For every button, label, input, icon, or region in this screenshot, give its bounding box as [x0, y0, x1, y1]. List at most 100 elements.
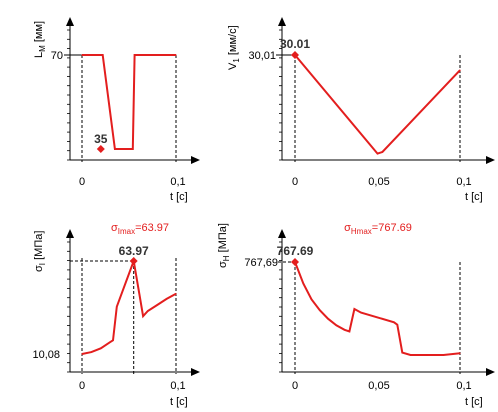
- data-point: [138, 293, 140, 295]
- data-point: [401, 352, 403, 354]
- data-point: [147, 310, 149, 312]
- data-point: [381, 151, 383, 153]
- peak-value-label: 30.01: [280, 37, 310, 51]
- data-point: [102, 54, 104, 56]
- data-point: [134, 54, 136, 56]
- data-point: [376, 153, 379, 155]
- data-point: [100, 347, 102, 349]
- y-axis-label: V1 [мм/с]: [227, 25, 241, 70]
- data-point: [319, 309, 321, 311]
- data-point: [396, 324, 398, 326]
- y-axis-arrow: [278, 229, 286, 238]
- y-tick-label: 30,01: [248, 50, 276, 62]
- data-point: [459, 352, 461, 354]
- data-point: [81, 353, 83, 355]
- data-point: [393, 321, 395, 323]
- data-point: [175, 54, 177, 56]
- y-minor-ticks: [67, 29, 70, 161]
- data-point: [310, 298, 313, 300]
- data-point: [166, 298, 168, 300]
- svg-text:σI [МПа]: σI [МПа]: [33, 231, 47, 272]
- data-point: [109, 341, 111, 343]
- y-axis-arrow: [66, 17, 74, 26]
- data-point: [81, 54, 83, 56]
- data-point: [142, 315, 144, 317]
- x-axis-arrow: [191, 156, 200, 164]
- x-tick-label-1: 0,05: [368, 380, 389, 392]
- x-axis-label: t [c]: [465, 191, 483, 203]
- panel-lm: LM [мм] 70 35 0 0,1 t [c]: [33, 17, 200, 203]
- data-point: [426, 354, 428, 356]
- panel-sigma-h: σHmax=767.69 σH [МПа] 767,69 767.69 0 0,…: [217, 222, 495, 408]
- series-line: [81, 257, 177, 355]
- data-point: [114, 148, 116, 150]
- data-point: [360, 312, 362, 314]
- data-point: [116, 148, 118, 150]
- svg-text:V1 [мм/с]: V1 [мм/с]: [227, 25, 241, 70]
- data-point: [343, 329, 346, 331]
- series-line: [294, 54, 461, 155]
- data-point: [116, 306, 118, 308]
- data-point: [132, 148, 134, 150]
- y-axis-arrow: [66, 229, 74, 238]
- data-point: [335, 324, 337, 326]
- y-axis-label: σI [МПа]: [33, 231, 47, 272]
- data-point: [327, 318, 329, 320]
- svg-text:LM [мм]: LM [мм]: [33, 21, 47, 58]
- series-points: [294, 261, 461, 356]
- data-point: [112, 339, 114, 341]
- chart-title: σImax=63.97: [111, 222, 169, 236]
- svg-text:σH [МПа]: σH [МПа]: [217, 223, 231, 268]
- x-axis-label: t [c]: [465, 396, 483, 408]
- data-point: [137, 54, 139, 56]
- y-axis-label: σH [МПа]: [217, 223, 231, 268]
- x-tick-label-0: 0: [292, 176, 298, 188]
- panel-sigma-i: σImax=63.97 σI [МПа] 10,08 63.97 0 0,1 t…: [32, 222, 200, 408]
- y-minor-ticks: [279, 241, 282, 373]
- data-point: [175, 293, 177, 295]
- y-axis-label: LM [мм]: [33, 21, 47, 58]
- series-line: [294, 261, 461, 356]
- x-axis-label: t [c]: [170, 191, 188, 203]
- x-tick-label-1: 0,1: [170, 176, 185, 188]
- series-points: [294, 54, 461, 155]
- data-point: [90, 351, 92, 353]
- y-tick-label: 70: [51, 50, 63, 62]
- peak-marker: [96, 145, 105, 153]
- data-point: [409, 354, 412, 356]
- y-minor-ticks: [67, 241, 70, 373]
- peak-value-label: 35: [94, 132, 108, 146]
- chart-title: σHmax=767.69: [344, 222, 412, 236]
- peak-marker: [291, 51, 299, 59]
- y-minor-ticks: [279, 29, 282, 161]
- y-tick-label: 767,69: [244, 257, 278, 269]
- data-point: [442, 354, 445, 356]
- data-point: [459, 69, 461, 71]
- data-point: [302, 282, 304, 285]
- x-axis-arrow: [486, 156, 495, 164]
- data-point: [353, 308, 355, 310]
- x-tick-label-2: 0,1: [456, 380, 471, 392]
- x-tick-label-1: 0,1: [170, 380, 185, 392]
- x-tick-label-0: 0: [79, 176, 85, 188]
- y-axis-arrow: [278, 17, 286, 26]
- x-tick-label-2: 0,1: [456, 176, 471, 188]
- peak-value-label: 63.97: [119, 244, 149, 258]
- panel-v1: V1 [мм/с] 30,01 30.01 0 0,05 0,1 t [c]: [227, 17, 495, 203]
- x-axis-arrow: [486, 368, 495, 376]
- x-axis-label: t [c]: [170, 396, 188, 408]
- peak-marker: [129, 257, 138, 265]
- x-tick-label-0: 0: [79, 380, 85, 392]
- data-point: [156, 304, 158, 306]
- y-tick-label: 10,08: [32, 349, 60, 361]
- x-axis-arrow: [191, 368, 200, 376]
- x-tick-label-1: 0,05: [368, 176, 389, 188]
- data-point: [376, 316, 379, 318]
- peak-marker: [291, 258, 299, 266]
- x-tick-label-0: 0: [292, 380, 298, 392]
- peak-value-label: 767.69: [277, 244, 314, 258]
- series-points: [81, 54, 177, 150]
- data-point: [348, 330, 350, 332]
- data-point: [100, 54, 102, 56]
